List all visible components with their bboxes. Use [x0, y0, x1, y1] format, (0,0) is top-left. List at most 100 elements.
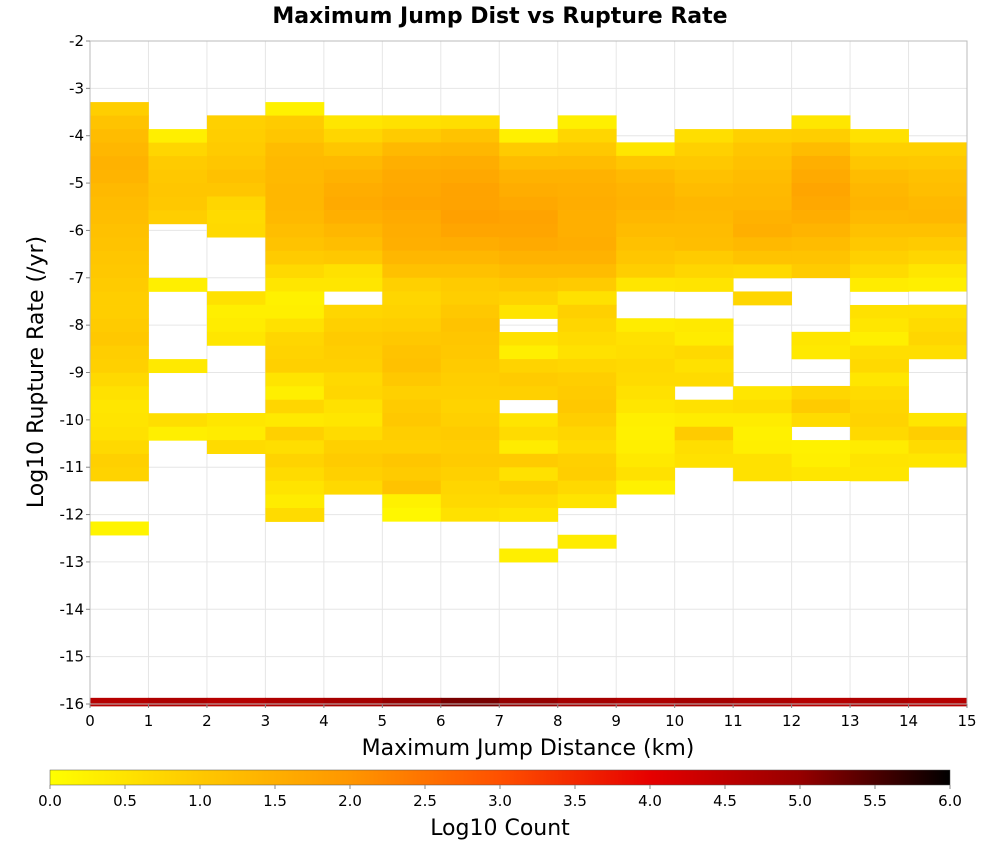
- heatmap-cell: [791, 453, 851, 468]
- heatmap-cell: [323, 183, 383, 197]
- heatmap-cell: [850, 169, 909, 184]
- heatmap-cell: [440, 318, 500, 333]
- heatmap-cell: [557, 318, 617, 333]
- heatmap-cell: [323, 223, 383, 238]
- heatmap-cell: [557, 237, 617, 252]
- heatmap-cell: [440, 385, 500, 400]
- heatmap-cell: [382, 237, 442, 252]
- heatmap-cell: [557, 304, 617, 319]
- bottom-row-cells: [90, 697, 968, 707]
- heatmap-cell: [148, 142, 208, 157]
- heatmap-cell: [908, 142, 968, 157]
- heatmap-cell: [499, 440, 559, 455]
- heatmap-cell: [733, 440, 792, 455]
- heatmap-cell: [440, 453, 500, 468]
- heatmap-cell: [90, 413, 149, 428]
- heatmap-cell: [674, 142, 734, 157]
- heatmap-cell: [850, 345, 909, 360]
- heatmap-cell: [733, 386, 792, 401]
- heatmap-cell: [557, 345, 617, 360]
- bottom-row-cell: [265, 697, 325, 707]
- heatmap-cell: [557, 331, 617, 346]
- heatmap-cell: [440, 128, 500, 143]
- y-tick-label: -15: [60, 648, 85, 666]
- x-tick-label: 1: [144, 712, 154, 730]
- heatmap-cell: [791, 385, 851, 400]
- heatmap-cell: [674, 440, 734, 455]
- heatmap-cell: [382, 264, 442, 279]
- heatmap-cell: [499, 494, 559, 509]
- heatmap-cell: [382, 507, 442, 522]
- heatmap-cell: [499, 507, 559, 522]
- heatmap-cell: [733, 467, 792, 482]
- heatmap-cell: [791, 237, 851, 252]
- heatmap-cell: [850, 156, 909, 171]
- heatmap-cell: [850, 453, 909, 468]
- heatmap-cell: [382, 385, 442, 400]
- colorbar-label: Log10 Count: [430, 816, 570, 841]
- heatmap-cell: [791, 331, 851, 346]
- x-axis-ticks: 0 1 2 3 4 5 6 7 8 9 10 11 12 13 14 15: [85, 704, 977, 730]
- heatmap-cell: [791, 169, 851, 184]
- y-tick-label: -16: [60, 695, 85, 713]
- heatmap-cell: [90, 386, 149, 401]
- y-tick-label: -6: [69, 221, 84, 239]
- heatmap-cell: [499, 142, 559, 157]
- colorbar-tick-label: 4.5: [713, 792, 737, 810]
- bottom-row-cell: [733, 697, 792, 707]
- heatmap-cells: [90, 102, 968, 563]
- heatmap-cell: [499, 210, 559, 225]
- heatmap-cell: [499, 548, 559, 563]
- heatmap-cell: [674, 359, 734, 374]
- colorbar-tick-label: 4.0: [638, 792, 662, 810]
- heatmap-cell: [265, 507, 325, 522]
- heatmap-cell: [616, 264, 676, 279]
- heatmap-cell: [557, 250, 617, 265]
- heatmap-cell: [265, 305, 325, 319]
- heatmap-cell: [733, 264, 792, 279]
- heatmap-cell: [908, 182, 968, 197]
- heatmap-cell: [382, 358, 442, 373]
- heatmap-cell: [499, 345, 559, 360]
- heatmap-cell: [616, 237, 676, 251]
- colorbar-tick-label: 2.0: [338, 792, 362, 810]
- heatmap-cell: [850, 223, 909, 238]
- heatmap-cell: [265, 183, 325, 198]
- heatmap-cell: [323, 318, 383, 333]
- colorbar-tick-label: 2.5: [413, 792, 437, 810]
- heatmap-cell: [440, 264, 500, 279]
- heatmap-cell: [791, 467, 851, 482]
- heatmap-cell: [499, 169, 559, 184]
- heatmap-cell: [557, 169, 617, 184]
- colorbar-tick-label: 3.0: [488, 792, 512, 810]
- heatmap-cell: [265, 156, 325, 171]
- heatmap-cell: [499, 332, 559, 346]
- y-tick-label: -11: [60, 458, 85, 476]
- heatmap-cell: [850, 142, 909, 157]
- heatmap-cell: [908, 169, 968, 184]
- heatmap-cell: [674, 223, 734, 238]
- heatmap-cell: [206, 318, 266, 333]
- heatmap-cell: [733, 250, 792, 265]
- colorbar-tick-label: 0.0: [38, 792, 62, 810]
- heatmap-cell: [499, 129, 559, 144]
- heatmap-cell: [382, 250, 442, 265]
- heatmap-cell: [616, 318, 676, 333]
- heatmap-cell: [674, 332, 734, 346]
- chart-title: Maximum Jump Dist vs Rupture Rate: [272, 4, 727, 29]
- heatmap-cell: [908, 237, 968, 251]
- heatmap-cell: [850, 237, 909, 252]
- heatmap-cell: [674, 183, 734, 198]
- x-tick-label: 5: [378, 712, 388, 730]
- x-tick-label: 0: [85, 712, 95, 730]
- heatmap-cell: [440, 304, 500, 319]
- heatmap-cell: [674, 250, 734, 265]
- heatmap-cell: [850, 210, 909, 225]
- heatmap-cell: [323, 453, 383, 468]
- heatmap-cell: [616, 358, 676, 373]
- heatmap-cell: [733, 156, 792, 171]
- heatmap-cell: [90, 115, 149, 130]
- heatmap-cell: [557, 413, 617, 427]
- heatmap-cell: [674, 169, 734, 184]
